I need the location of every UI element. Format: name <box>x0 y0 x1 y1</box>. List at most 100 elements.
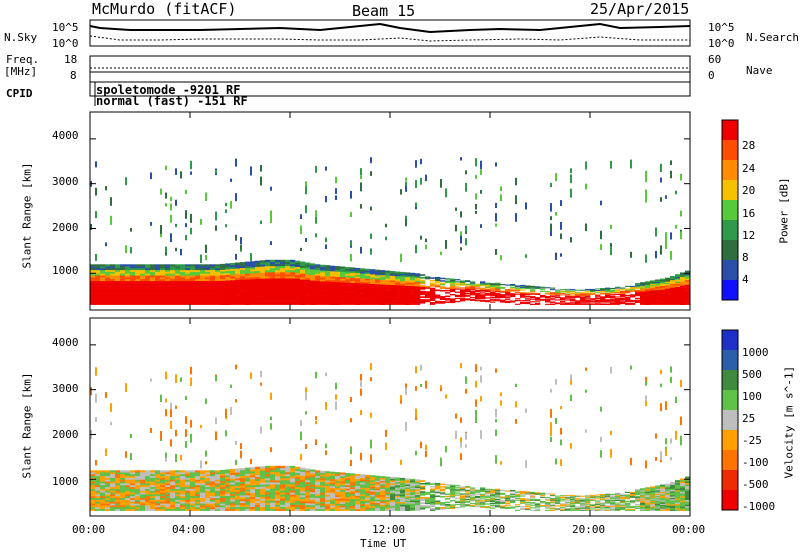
power-cell <box>140 266 146 269</box>
power-cell <box>335 299 341 302</box>
power-cell <box>250 263 256 266</box>
power-cell <box>135 297 141 300</box>
power-cell <box>275 292 281 295</box>
power-cell <box>500 299 506 301</box>
velocity-cell <box>315 507 321 510</box>
velocity-cell <box>645 497 651 500</box>
power-cell <box>105 268 111 271</box>
power-cell <box>225 276 231 279</box>
velocity-cell <box>170 501 176 504</box>
velocity-scatter <box>460 453 462 461</box>
power-cell <box>645 289 651 292</box>
power-cell <box>635 297 641 300</box>
velocity-scatter <box>610 449 612 454</box>
velocity-cell <box>160 492 166 495</box>
power-cell <box>165 275 171 278</box>
velocity-cell <box>615 507 621 509</box>
velocity-cell <box>635 489 641 491</box>
velocity-cell <box>460 505 466 507</box>
velocity-cell <box>150 499 156 502</box>
power-cell <box>415 286 421 288</box>
date-title: 25/Apr/2015 <box>590 0 690 18</box>
velocity-cell <box>595 496 601 497</box>
velocity-scatter <box>190 366 192 375</box>
power-cell <box>505 284 511 286</box>
velocity-cell <box>555 502 561 504</box>
power-cell <box>110 290 116 293</box>
power-cell <box>495 290 501 293</box>
velocity-cell <box>195 481 201 484</box>
velocity-cell <box>190 496 196 499</box>
velocity-cell <box>300 495 306 498</box>
power-cell <box>395 282 401 284</box>
power-cell <box>470 294 476 296</box>
power-cell <box>305 291 311 294</box>
power-cell <box>175 271 181 274</box>
power-cell <box>140 284 146 287</box>
velocity-cell <box>580 504 586 506</box>
velocity-cell <box>115 477 121 480</box>
velocity-cell <box>640 494 646 496</box>
velocity-cell <box>660 485 666 488</box>
power-cell <box>130 273 136 276</box>
power-scatter <box>270 217 272 223</box>
velocity-cell <box>345 502 351 505</box>
power-cell <box>325 265 331 268</box>
power-scatter <box>610 160 612 169</box>
velocity-cell <box>520 500 526 502</box>
velocity-cell <box>335 501 341 504</box>
velocity-cell <box>525 506 531 508</box>
power-cell <box>260 288 266 291</box>
power-cell <box>175 275 181 278</box>
power-cell <box>365 286 371 289</box>
power-cell <box>160 266 166 269</box>
velocity-cell <box>400 488 406 491</box>
velocity-scatter <box>525 408 527 413</box>
velocity-cell <box>300 471 306 474</box>
velocity-scatter <box>315 421 317 425</box>
power-cell <box>185 293 191 296</box>
power-cell <box>620 287 626 289</box>
power-scatter <box>370 157 372 164</box>
power-cell <box>355 289 361 292</box>
power-cell <box>575 301 581 303</box>
velocity-cell <box>285 486 291 489</box>
power-cell <box>280 259 286 263</box>
power-cell <box>120 269 126 272</box>
power-scatter <box>560 200 562 206</box>
power-cell <box>285 274 291 277</box>
velocity-cell <box>445 503 451 506</box>
velocity-cell <box>215 481 221 484</box>
velocity-cell <box>240 483 246 486</box>
power-cell <box>195 288 201 291</box>
power-cell <box>295 288 301 291</box>
power-cbar-tick-28: 28 <box>742 139 756 152</box>
velocity-cell <box>415 493 421 496</box>
velocity-scatter <box>260 426 262 434</box>
velocity-cell <box>180 472 186 475</box>
power-cell <box>105 293 111 296</box>
power-cell <box>680 275 686 278</box>
velocity-cell <box>155 486 161 489</box>
velocity-scatter <box>405 383 407 389</box>
velocity-cell <box>565 505 571 507</box>
power-cell <box>630 285 636 288</box>
velocity-cell <box>495 489 501 491</box>
power-cell <box>525 299 531 301</box>
velocity-cell <box>400 495 406 498</box>
velocity-cell <box>155 505 161 508</box>
velocity-cell <box>560 509 566 511</box>
power-cell <box>245 287 251 290</box>
power-cell <box>665 294 671 297</box>
velocity-cell <box>215 505 221 508</box>
velocity-cell <box>190 488 196 491</box>
velocity-cell <box>335 503 341 506</box>
velocity-cell <box>535 503 541 505</box>
power-cell <box>570 303 576 305</box>
velocity-cell <box>335 480 341 483</box>
power-cell <box>405 301 411 304</box>
power-cell <box>285 280 291 283</box>
power-cell <box>130 290 136 293</box>
power-cell <box>655 287 661 289</box>
power-scatter <box>360 246 362 254</box>
